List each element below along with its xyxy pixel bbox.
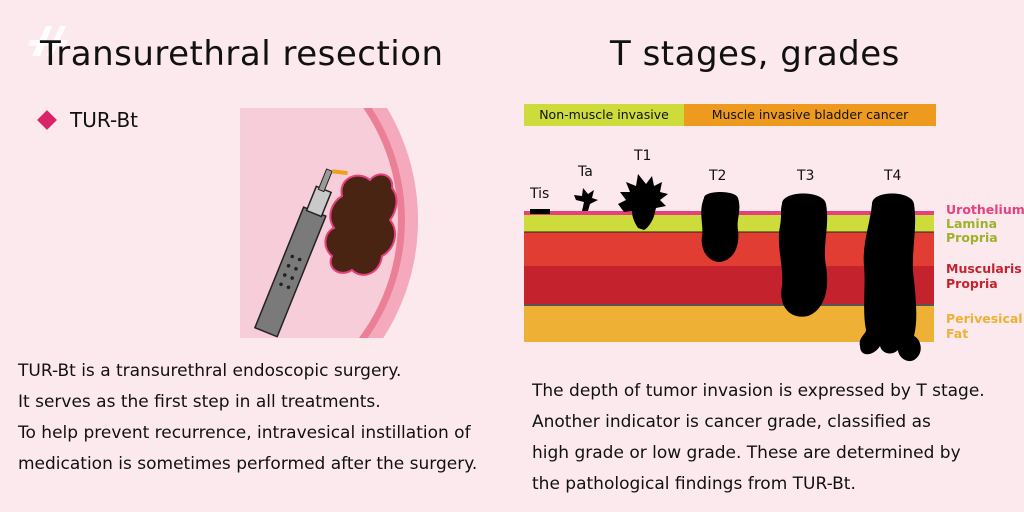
right-text-line: The depth of tumor invasion is expressed… bbox=[532, 381, 985, 401]
layer-label-perivesical: Perivesical bbox=[946, 311, 1023, 326]
bullet-item: TUR-Bt bbox=[36, 108, 138, 132]
muscle-invasive-band: Muscle invasive bladder cancer bbox=[684, 104, 936, 126]
t-stage-diagram bbox=[524, 174, 934, 362]
stage-label-t4: T4 bbox=[884, 168, 902, 184]
stage-label-tis: Tis bbox=[530, 186, 550, 202]
scope-holes bbox=[279, 254, 302, 290]
resected-tumor bbox=[324, 173, 398, 276]
logo-icon bbox=[28, 26, 68, 56]
stage-label-t3: T3 bbox=[797, 168, 815, 184]
resection-illustration bbox=[240, 108, 418, 338]
layer-label-muscularis-propria: Propria bbox=[946, 276, 998, 291]
right-text-line: the pathological findings from TUR-Bt. bbox=[532, 474, 856, 494]
non-muscle-invasive-band: Non-muscle invasive bbox=[524, 104, 684, 126]
left-text-line: It serves as the first step in all treat… bbox=[18, 392, 381, 412]
tumor-t1 bbox=[618, 174, 668, 230]
stage-label-t2: T2 bbox=[709, 168, 727, 184]
layer-label-lamina-propria: Propria bbox=[946, 230, 998, 245]
left-text-line: medication is sometimes performed after … bbox=[18, 454, 478, 474]
left-text-line: To help prevent recurrence, intravesical… bbox=[18, 423, 471, 443]
tumor-ta bbox=[574, 188, 598, 211]
stage-label-t1: T1 bbox=[634, 148, 652, 164]
diamond-bullet-icon bbox=[37, 110, 57, 130]
bullet-label: TUR-Bt bbox=[70, 108, 139, 132]
right-title: T stages, grades bbox=[610, 34, 900, 74]
tumor-t2 bbox=[701, 192, 740, 262]
layer-label-fat: Fat bbox=[946, 326, 969, 341]
left-title: Transurethral resection bbox=[40, 34, 444, 74]
stage-label-ta: Ta bbox=[578, 164, 593, 180]
resectoscope bbox=[253, 168, 348, 338]
right-text-line: Another indicator is cancer grade, class… bbox=[532, 412, 931, 432]
left-paragraph: TUR-Bt is a transurethral endoscopic sur… bbox=[18, 356, 477, 480]
layer-label-urothelium: Urothelium bbox=[946, 202, 1024, 217]
layer-label-lamina: Lamina bbox=[946, 216, 998, 231]
tumor-tis bbox=[530, 209, 550, 214]
layer-label-muscularis: Muscularis bbox=[946, 261, 1022, 276]
right-text-line: high grade or low grade. These are deter… bbox=[532, 443, 961, 463]
left-text-line: TUR-Bt is a transurethral endoscopic sur… bbox=[18, 361, 402, 381]
right-paragraph: The depth of tumor invasion is expressed… bbox=[532, 376, 985, 500]
tumor-t3 bbox=[778, 193, 828, 317]
tumor-t4 bbox=[859, 193, 921, 362]
